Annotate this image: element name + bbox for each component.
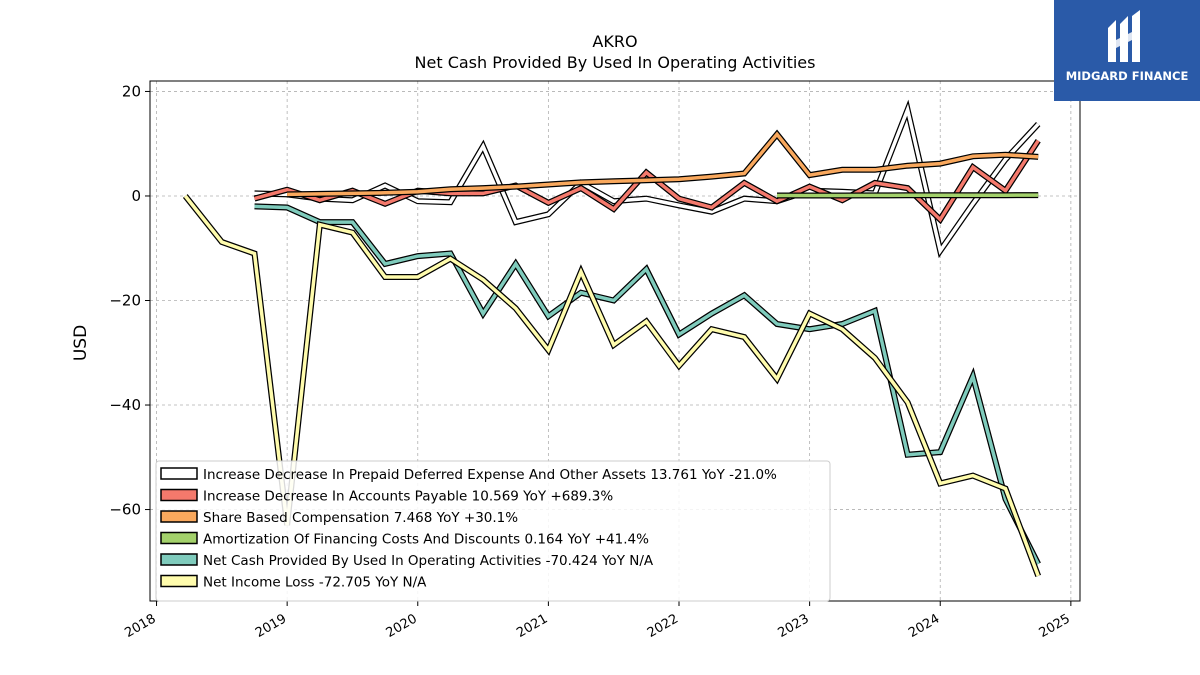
series-line-2 (253, 139, 1041, 225)
legend-swatch (160, 467, 198, 480)
legend-label: Net Cash Provided By Used In Operating A… (203, 553, 654, 569)
legend-label: Share Based Compensation 7.468 YoY +30.1… (203, 510, 518, 526)
series-line-stroke (254, 103, 1040, 256)
y-tick-label: −40 (109, 396, 141, 414)
y-tick-label: −20 (109, 291, 141, 309)
series-line-1 (254, 99, 1041, 259)
series-line-6 (182, 194, 1042, 577)
x-tick-label: 2025 (1037, 611, 1073, 641)
legend-label: Increase Decrease In Prepaid Deferred Ex… (203, 467, 777, 483)
legend-swatch (160, 510, 198, 523)
legend-item: Share Based Compensation 7.468 YoY +30.1… (160, 510, 518, 526)
legend-item: Amortization Of Financing Costs And Disc… (160, 531, 649, 548)
x-tick-label: 2023 (775, 611, 811, 641)
legend-swatch (160, 531, 198, 545)
y-axis-ticks: −60 −40 −20 0 20 (109, 82, 150, 519)
x-tick-label: 2022 (645, 611, 681, 641)
y-tick-label: 0 (131, 187, 141, 205)
legend-item: Increase Decrease In Accounts Payable 10… (160, 488, 613, 505)
logo: MIDGARD FINANCE (1054, 0, 1200, 101)
chart-title: AKRO (592, 32, 637, 51)
y-axis-label: USD (71, 325, 91, 361)
legend-item: Net Cash Provided By Used In Operating A… (160, 553, 654, 569)
legend-swatch (160, 574, 198, 588)
y-tick-label: −60 (109, 501, 141, 519)
logo-mark-icon (1108, 10, 1140, 62)
legend-item: Increase Decrease In Prepaid Deferred Ex… (160, 467, 777, 483)
series-line-stroke (254, 139, 1040, 223)
chart-subtitle: Net Cash Provided By Used In Operating A… (415, 53, 816, 72)
logo-text: MIDGARD FINANCE (1065, 69, 1189, 83)
legend-label: Amortization Of Financing Costs And Disc… (203, 532, 649, 548)
x-tick-label: 2020 (384, 611, 420, 641)
legend: Increase Decrease In Prepaid Deferred Ex… (155, 460, 831, 602)
legend-box (155, 460, 831, 602)
series-lines (182, 99, 1042, 577)
series-line-5 (254, 203, 1041, 566)
series-line-stroke (183, 194, 1040, 577)
x-axis-ticks: 2018 2019 2020 2021 2022 2023 2024 2025 (122, 601, 1073, 641)
legend-swatch (160, 488, 198, 502)
y-tick-label: 20 (122, 82, 141, 100)
legend-label: Net Income Loss -72.705 YoY N/A (203, 575, 427, 591)
x-tick-label: 2019 (253, 611, 289, 641)
series-line-stroke (287, 131, 1039, 197)
gridlines (150, 81, 1080, 601)
legend-label: Increase Decrease In Accounts Payable 10… (203, 489, 613, 505)
series-line-3 (287, 129, 1039, 198)
legend-swatch (160, 553, 198, 566)
x-tick-label: 2018 (122, 611, 158, 641)
legend-item: Net Income Loss -72.705 YoY N/A (160, 574, 427, 591)
series-line-stroke (254, 204, 1040, 565)
x-tick-label: 2024 (906, 611, 942, 641)
x-tick-label: 2021 (514, 611, 550, 641)
